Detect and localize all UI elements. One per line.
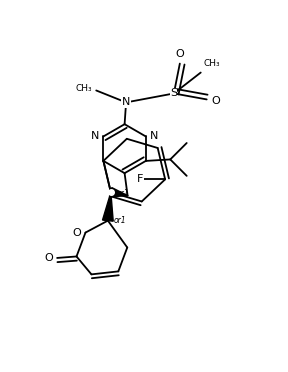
Text: N: N	[150, 131, 159, 141]
Polygon shape	[103, 192, 113, 221]
Text: O: O	[211, 96, 220, 106]
Text: F: F	[137, 174, 143, 185]
Text: N: N	[90, 131, 99, 141]
Text: N: N	[122, 97, 130, 108]
Polygon shape	[110, 187, 128, 197]
Text: O: O	[72, 228, 81, 238]
Text: CH₃: CH₃	[75, 84, 92, 93]
Text: S: S	[170, 89, 177, 99]
Text: O: O	[44, 253, 53, 263]
Text: O: O	[175, 49, 184, 59]
Text: CH₃: CH₃	[204, 59, 220, 68]
Text: or1: or1	[117, 189, 129, 198]
Text: or1: or1	[114, 216, 126, 225]
